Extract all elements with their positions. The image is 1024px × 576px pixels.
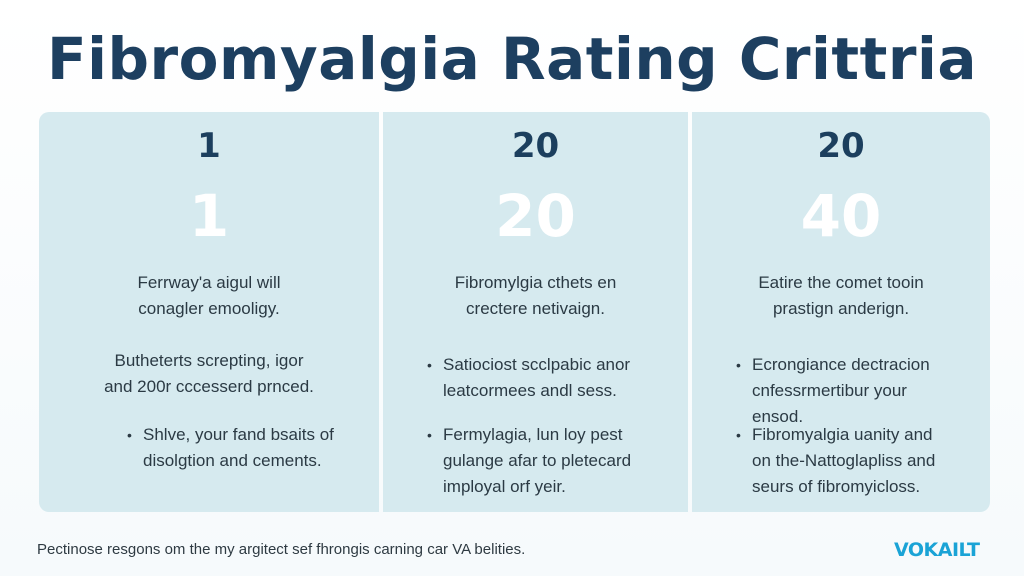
bullet-line: gulange afar to pletecard	[443, 451, 632, 470]
bullet-line: on the-Nattoglapliss and	[752, 451, 936, 470]
description-line: prastign anderign.	[772, 299, 910, 318]
bullet-line: imployal orf yeir.	[443, 477, 566, 496]
bullet-line: Shlve, your fand bsaits of	[143, 425, 334, 444]
bullet-item: Ecrongiance dectracion cnfessrmertibur y…	[736, 352, 986, 430]
panel-rating-value: 20	[495, 182, 576, 250]
description-line: Eatire the comet tooin	[758, 273, 924, 292]
bullet-line: leatcormees andl sess.	[443, 381, 617, 400]
description-line: Ferrway'a aigul will	[137, 273, 281, 292]
panel-description: Eatire the comet tooin prastign anderign…	[692, 270, 990, 322]
criteria-panels: 1 1 Ferrway'a aigul will conagler emooli…	[39, 112, 990, 512]
panel-rating-value: 40	[800, 182, 882, 250]
panel-rating-value: 1	[188, 182, 230, 250]
paragraph-line: Butheterts screpting, igor	[114, 351, 304, 370]
page-title: Fibromyalgia Rating Crittria	[47, 25, 977, 93]
bullet-item: Fibromyalgia uanity and on the-Nattoglap…	[736, 422, 986, 500]
criteria-panel-3: 20 40 Eatire the comet tooin prastign an…	[692, 112, 990, 512]
criteria-panel-1: 1 1 Ferrway'a aigul will conagler emooli…	[39, 112, 379, 512]
bullet-item: Shlve, your fand bsaits of disolgtion an…	[127, 422, 367, 474]
criteria-panel-2: 20 20 Fibromylgia cthets en crectere net…	[383, 112, 688, 512]
brand-logo: VOKAILT	[894, 539, 980, 561]
panel-heading: 1	[197, 126, 221, 166]
bullet-line: cnfessrmertibur your	[752, 381, 907, 400]
panel-heading: 20	[817, 126, 865, 166]
description-line: Fibromylgia cthets en	[454, 273, 617, 292]
description-line: crectere netivaign.	[466, 299, 605, 318]
bullet-line: Fibromyalgia uanity and	[752, 425, 933, 444]
bullet-item: Satiociost scclpabic anor leatcormees an…	[427, 352, 677, 404]
footer-note: Pectinose resgons om the my argitect sef…	[37, 541, 526, 558]
description-line: conagler emooligy.	[138, 299, 280, 318]
panel-paragraph: Butheterts screpting, igor and 200r ccce…	[39, 348, 379, 400]
bullet-line: disolgtion and cements.	[143, 451, 322, 470]
panel-heading: 20	[511, 126, 560, 166]
bullet-line: Fermylagia, lun loy pest	[443, 425, 623, 444]
bullet-item: Fermylagia, lun loy pest gulange afar to…	[427, 422, 677, 500]
panel-description: Ferrway'a aigul will conagler emooligy.	[39, 270, 379, 322]
paragraph-line: and 200r cccesserd prnced.	[104, 377, 314, 396]
bullet-line: Satiociost scclpabic anor	[443, 355, 631, 374]
bullet-line: Ecrongiance dectracion	[752, 355, 930, 374]
panel-description: Fibromylgia cthets en crectere netivaign…	[383, 270, 688, 322]
bullet-line: seurs of fibromyicloss.	[752, 477, 921, 496]
